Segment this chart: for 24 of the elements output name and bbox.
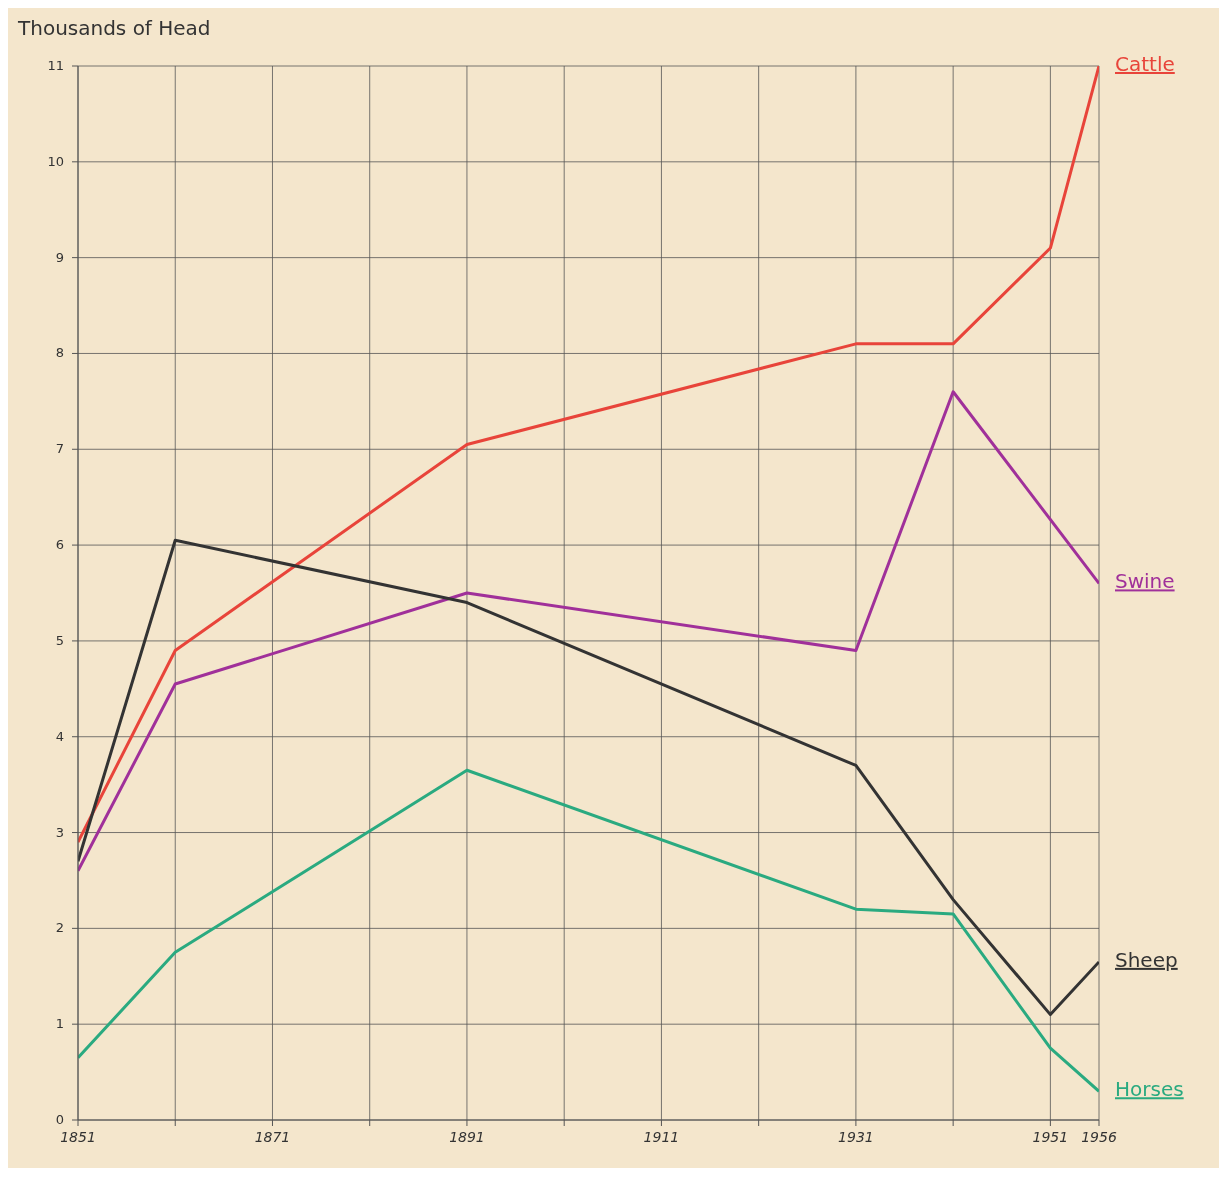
x-tick-label: 1956 bbox=[1081, 1129, 1117, 1145]
x-tick-label: 1851 bbox=[60, 1129, 96, 1145]
y-tick-label: 0 bbox=[55, 1112, 64, 1127]
x-tick-label: 1871 bbox=[254, 1129, 291, 1145]
x-tick-label: 1951 bbox=[1032, 1129, 1069, 1145]
y-tick-label: 4 bbox=[55, 728, 64, 744]
series-label: Cattle bbox=[1115, 52, 1175, 76]
y-tick-label: 2 bbox=[55, 920, 64, 936]
y-axis-title: Thousands of Head bbox=[17, 15, 212, 42]
series-label: Swine bbox=[1115, 569, 1175, 594]
y-tick-label: 7 bbox=[55, 441, 64, 457]
y-tick-label: 3 bbox=[55, 824, 64, 840]
series-label: Sheep bbox=[1115, 947, 1178, 972]
x-tick-label: 1931 bbox=[838, 1129, 874, 1145]
y-tick-label: 5 bbox=[55, 632, 64, 648]
y-tick-label: 8 bbox=[55, 345, 64, 361]
y-tick-label: 1 bbox=[55, 1016, 64, 1032]
x-tick-label: 1891 bbox=[449, 1129, 485, 1145]
y-tick-label: 10 bbox=[47, 153, 64, 169]
y-tick-label: 9 bbox=[55, 249, 64, 265]
x-tick-label: 1911 bbox=[643, 1129, 680, 1145]
y-tick-label: 11 bbox=[47, 58, 64, 73]
y-tick-label: 6 bbox=[55, 537, 64, 553]
series-label: Horses bbox=[1115, 1077, 1184, 1102]
